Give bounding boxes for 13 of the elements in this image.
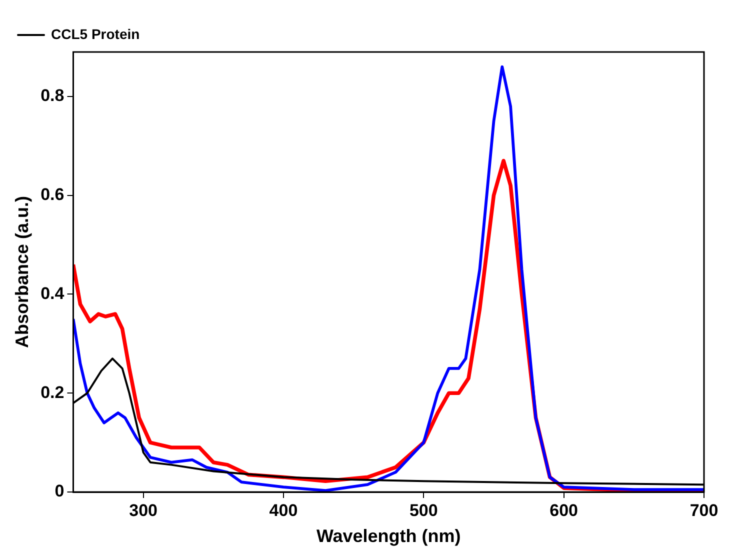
x-tick-label: 300	[129, 500, 158, 520]
y-tick-label: 0.2	[40, 382, 64, 402]
legend-label: CCL5 Protein	[51, 26, 140, 42]
x-axis-title: Wavelength (nm)	[316, 526, 461, 546]
y-tick-label: 0	[54, 482, 64, 501]
x-tick-label: 600	[550, 500, 578, 520]
y-tick-label: 0.6	[40, 185, 64, 204]
x-tick-label: 500	[409, 500, 438, 520]
y-tick-label: 0.4	[40, 284, 65, 303]
y-axis-title: Absorbance (a.u.)	[12, 196, 32, 348]
x-tick-label: 700	[690, 500, 718, 520]
x-tick-label: 400	[269, 500, 298, 520]
y-tick-label: 0.8	[40, 86, 64, 106]
